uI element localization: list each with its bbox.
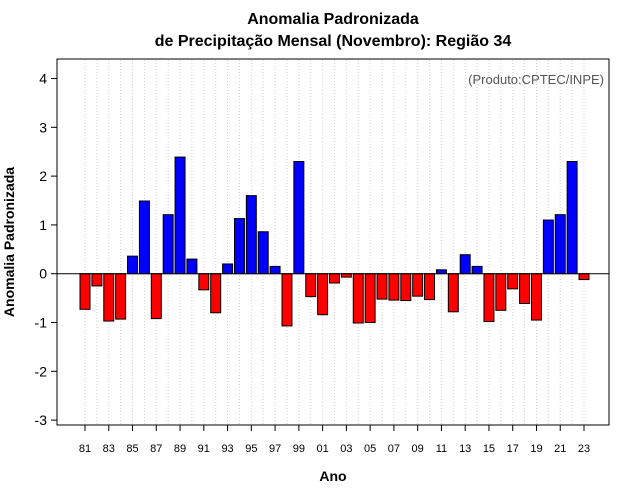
bar-85 bbox=[127, 255, 139, 275]
bar-10 bbox=[424, 273, 436, 301]
bar-04 bbox=[352, 273, 364, 324]
bar-07 bbox=[388, 273, 400, 301]
bar-82 bbox=[91, 273, 103, 287]
bar-90 bbox=[186, 258, 198, 275]
chart-title-line1: Anomalia Padronizada bbox=[247, 11, 419, 28]
x-axis: 81 83 85 87 89 91 93 95 97 99 01 03 05 07 09 11 13 15 17 19… bbox=[79, 425, 590, 455]
bar-89 bbox=[174, 156, 186, 275]
bar-01 bbox=[317, 273, 329, 316]
x-tick-label: 15 bbox=[483, 443, 495, 455]
x-tick-label: 87 bbox=[150, 443, 162, 455]
bar-95 bbox=[245, 195, 257, 275]
x-tick-label: 05 bbox=[364, 443, 376, 455]
y-axis: -3 -2 -1 0 1 2 3 4 bbox=[35, 71, 57, 428]
x-tick-label: 01 bbox=[316, 443, 328, 455]
bar-03 bbox=[340, 273, 352, 278]
bar-99 bbox=[293, 160, 305, 275]
y-axis-title: Anomalia Padronizada bbox=[1, 167, 17, 317]
credit-text: (Produto:CPTEC/INPE) bbox=[468, 72, 604, 87]
bar-92 bbox=[210, 273, 222, 314]
bar-20 bbox=[542, 219, 554, 275]
y-tick-label: 2 bbox=[39, 168, 47, 184]
bar-00 bbox=[305, 273, 317, 298]
bar-18 bbox=[519, 273, 531, 304]
y-tick-label: 3 bbox=[39, 119, 47, 135]
bar-12 bbox=[447, 273, 459, 313]
x-tick-label: 85 bbox=[126, 443, 138, 455]
x-tick-label: 81 bbox=[79, 443, 91, 455]
bar-09 bbox=[412, 273, 424, 297]
bar-05 bbox=[364, 273, 376, 324]
bar-97 bbox=[269, 265, 281, 275]
bar-81 bbox=[79, 273, 91, 310]
x-tick-label: 13 bbox=[459, 443, 471, 455]
y-tick-label: 0 bbox=[39, 266, 47, 282]
x-tick-label: 11 bbox=[436, 443, 447, 455]
x-axis-title: Ano bbox=[319, 468, 346, 484]
y-tick-label: 4 bbox=[39, 71, 47, 87]
bar-84 bbox=[115, 273, 127, 320]
bar-23 bbox=[578, 273, 590, 281]
y-tick-label: -2 bbox=[35, 363, 48, 379]
x-tick-label: 93 bbox=[221, 443, 233, 455]
bar-11 bbox=[435, 269, 447, 275]
chart-title-line2: de Precipitação Mensal (Novembro): Regiã… bbox=[155, 33, 512, 50]
bar-08 bbox=[400, 273, 412, 302]
bar-22 bbox=[566, 160, 578, 275]
bar-87 bbox=[150, 273, 162, 320]
bar-98 bbox=[281, 273, 293, 327]
x-tick-label: 17 bbox=[507, 443, 519, 455]
bar-83 bbox=[103, 273, 115, 322]
bar-19 bbox=[530, 273, 542, 321]
bar-15 bbox=[483, 273, 495, 323]
x-tick-label: 19 bbox=[530, 443, 542, 455]
bar-96 bbox=[257, 231, 269, 275]
bar-94 bbox=[233, 218, 245, 275]
bar-91 bbox=[198, 273, 210, 291]
bar-88 bbox=[162, 214, 174, 275]
bar-93 bbox=[222, 263, 234, 275]
bar-06 bbox=[376, 273, 388, 300]
x-tick-label: 09 bbox=[412, 443, 424, 455]
x-tick-label: 21 bbox=[554, 443, 566, 455]
x-tick-label: 03 bbox=[340, 443, 352, 455]
bar-86 bbox=[138, 200, 150, 275]
x-tick-label: 97 bbox=[269, 443, 281, 455]
y-tick-label: -1 bbox=[35, 315, 48, 331]
y-tick-label: -3 bbox=[35, 412, 48, 428]
x-tick-label: 83 bbox=[103, 443, 115, 455]
plot-frame bbox=[56, 58, 610, 426]
bar-02 bbox=[329, 273, 340, 284]
x-tick-label: 23 bbox=[578, 443, 590, 455]
y-tick-label: 1 bbox=[39, 217, 47, 233]
x-tick-label: 07 bbox=[388, 443, 400, 455]
bar-14 bbox=[471, 265, 483, 275]
x-tick-label: 99 bbox=[293, 443, 305, 455]
gridlines bbox=[84, 60, 585, 424]
bar-13 bbox=[459, 254, 471, 275]
x-tick-label: 91 bbox=[198, 443, 210, 455]
bar-16 bbox=[495, 273, 507, 311]
x-tick-label: 89 bbox=[174, 443, 186, 455]
bar-21 bbox=[554, 214, 566, 275]
bar-17 bbox=[507, 273, 519, 290]
x-tick-label: 95 bbox=[245, 443, 257, 455]
